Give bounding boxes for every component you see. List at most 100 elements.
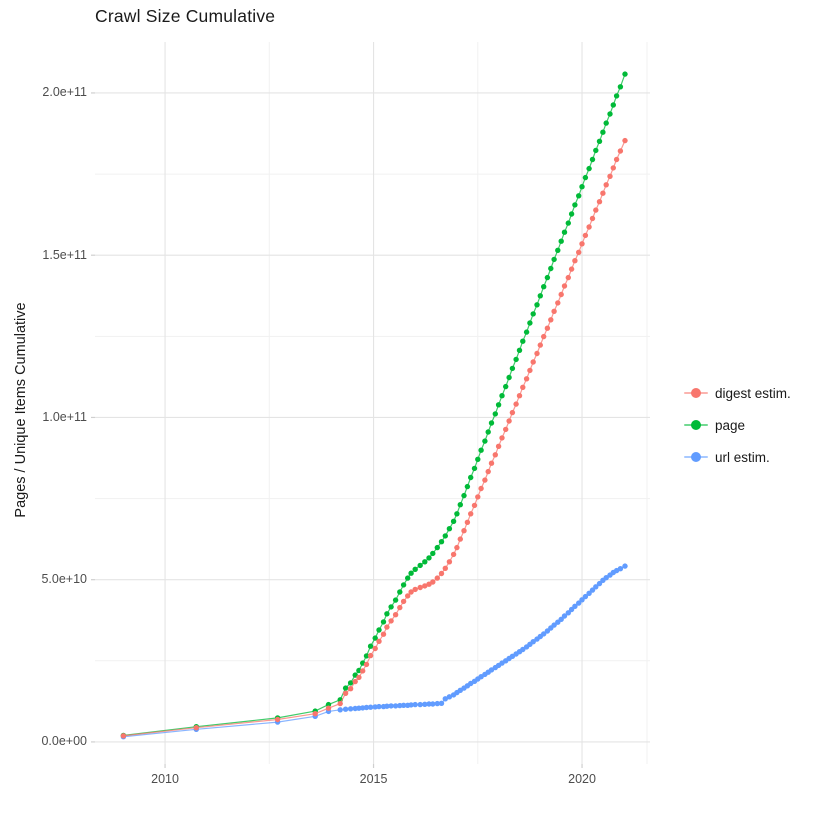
data-point: [603, 575, 609, 581]
data-point: [337, 707, 343, 713]
data-point: [372, 635, 378, 641]
data-point: [380, 631, 387, 637]
data-point: [555, 247, 561, 253]
data-point: [523, 376, 530, 382]
data-point: [438, 539, 445, 545]
y-tick-label: 2.0e+11: [42, 85, 87, 100]
y-tick-label: 0.0e+00: [41, 734, 87, 749]
data-point: [347, 706, 354, 712]
data-point: [589, 215, 596, 222]
data-point: [434, 544, 440, 551]
legend-dot-icon: [691, 420, 701, 430]
data-point: [607, 111, 613, 117]
data-point: [558, 291, 564, 298]
data-point: [408, 589, 414, 595]
data-point: [426, 701, 432, 707]
data-point: [461, 492, 467, 499]
data-point: [430, 550, 436, 557]
data-point: [446, 694, 453, 700]
legend-key: [684, 386, 708, 400]
legend-item-url-estim: url estim.: [684, 441, 791, 473]
data-point: [596, 580, 603, 587]
data-point: [464, 519, 471, 525]
data-point: [392, 597, 399, 603]
data-point: [367, 704, 374, 710]
data-point: [376, 627, 382, 633]
data-point: [499, 435, 505, 441]
data-point: [475, 456, 481, 462]
x-tick-label: 2020: [568, 772, 596, 786]
data-point: [312, 711, 318, 717]
data-point: [325, 705, 332, 711]
series-url-estim-: [120, 563, 628, 740]
data-point: [478, 485, 484, 492]
data-point: [503, 426, 509, 433]
x-tick-label: 2010: [151, 772, 179, 786]
data-point: [551, 622, 557, 628]
data-point: [589, 587, 596, 593]
data-point: [561, 613, 568, 619]
data-point: [589, 156, 596, 163]
data-point: [478, 447, 484, 453]
data-point: [576, 249, 582, 255]
data-point: [565, 274, 571, 281]
data-point: [417, 562, 423, 569]
data-point: [579, 241, 585, 247]
legend-dot-icon: [691, 388, 701, 398]
data-point: [488, 460, 495, 466]
data-point: [600, 190, 606, 196]
data-point: [530, 639, 536, 645]
data-point: [363, 661, 370, 668]
legend-key: [684, 450, 708, 464]
data-point: [384, 611, 390, 617]
data-point: [622, 71, 628, 77]
data-point: [568, 211, 575, 217]
data-point: [610, 165, 616, 171]
data-point: [485, 468, 491, 475]
data-point: [482, 438, 488, 444]
legend-label: digest estim.: [715, 385, 791, 401]
data-point: [509, 409, 516, 416]
data-point: [347, 680, 354, 686]
data-point: [537, 293, 543, 299]
data-point: [400, 598, 407, 605]
data-point: [551, 308, 557, 314]
data-point: [450, 551, 457, 558]
data-point: [392, 612, 399, 618]
data-point: [397, 589, 403, 595]
data-point: [561, 229, 568, 235]
data-point: [603, 120, 609, 126]
data-point: [363, 704, 370, 711]
series-page: [120, 71, 628, 739]
data-point: [471, 465, 478, 472]
data-point: [513, 356, 519, 363]
data-point: [468, 511, 474, 517]
data-point: [617, 148, 624, 154]
data-point: [446, 526, 453, 532]
data-point: [593, 207, 599, 213]
data-point: [485, 429, 491, 435]
data-point: [405, 575, 411, 581]
chart-title: Crawl Size Cumulative: [95, 6, 276, 26]
data-point: [548, 265, 554, 272]
data-point: [509, 365, 516, 372]
data-point: [457, 536, 463, 542]
data-point: [613, 93, 620, 99]
data-point: [572, 202, 578, 208]
data-point: [442, 565, 448, 571]
data-point: [561, 283, 568, 289]
data-point: [558, 238, 564, 244]
data-point: [548, 317, 554, 323]
data-point: [579, 184, 585, 190]
data-point: [442, 533, 448, 539]
data-point: [384, 703, 390, 709]
data-point: [607, 173, 613, 179]
data-point: [372, 645, 378, 652]
data-point: [426, 555, 432, 561]
data-point: [576, 193, 582, 199]
data-point: [520, 384, 526, 390]
data-point: [360, 668, 366, 674]
data-point: [558, 616, 564, 622]
data-point: [450, 518, 457, 524]
data-point: [541, 284, 547, 290]
